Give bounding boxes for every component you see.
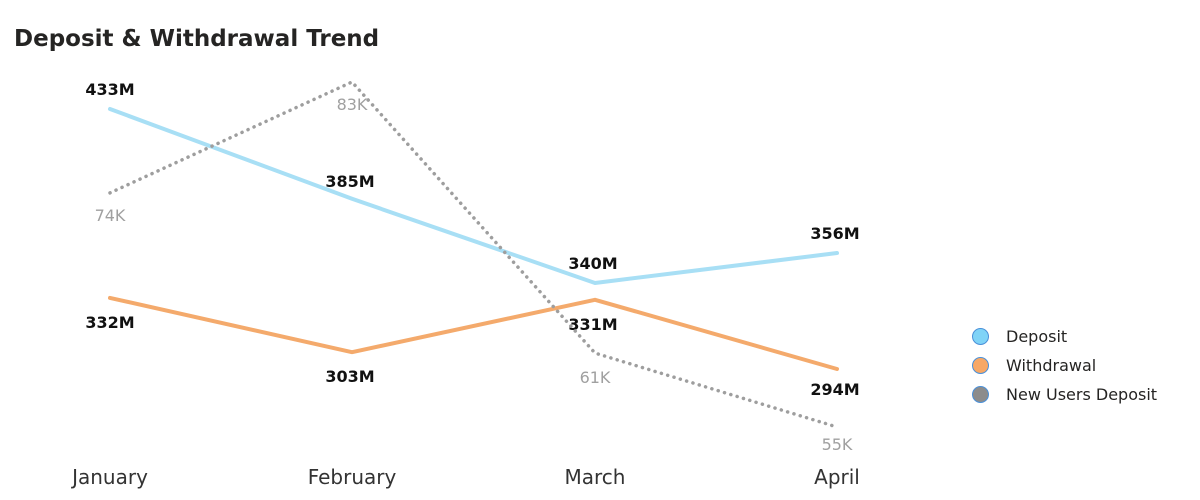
data-label-withdrawal-january: 332M — [85, 313, 134, 332]
data-label-deposit-march: 340M — [568, 254, 617, 273]
data-label-withdrawal-march: 331M — [568, 315, 617, 334]
legend-item-deposit[interactable]: Deposit — [972, 322, 1157, 351]
chart-legend: Deposit Withdrawal New Users Deposit — [972, 322, 1157, 409]
legend-swatch-deposit — [972, 328, 989, 345]
legend-item-new-users-deposit[interactable]: New Users Deposit — [972, 380, 1157, 409]
chart-title: Deposit & Withdrawal Trend — [14, 26, 380, 52]
data-label-new-users-deposit-february: 83K — [337, 95, 368, 114]
data-label-deposit-january: 433M — [85, 80, 134, 99]
data-label-withdrawal-february: 303M — [325, 367, 374, 386]
legend-label-withdrawal: Withdrawal — [1006, 356, 1097, 375]
legend-label-deposit: Deposit — [1006, 327, 1068, 346]
x-tick-label-february: February — [308, 465, 397, 489]
legend-swatch-withdrawal — [972, 357, 989, 374]
x-tick-label-january: January — [70, 465, 148, 489]
legend-swatch-new-users-deposit — [972, 386, 989, 403]
series-line-deposit — [108, 107, 839, 285]
legend-item-withdrawal[interactable]: Withdrawal — [972, 351, 1157, 380]
data-label-deposit-april: 356M — [810, 224, 859, 243]
data-label-new-users-deposit-march: 61K — [580, 368, 611, 387]
data-label-new-users-deposit-january: 74K — [95, 206, 126, 225]
x-tick-label-march: March — [565, 465, 626, 489]
series-line-new-users-deposit — [108, 80, 839, 429]
x-tick-label-april: April — [814, 465, 860, 489]
legend-label-new-users-deposit: New Users Deposit — [1006, 385, 1158, 404]
series-line-withdrawal — [108, 295, 839, 371]
data-label-new-users-deposit-april: 55K — [822, 435, 853, 454]
data-label-withdrawal-april: 294M — [810, 380, 859, 399]
data-label-deposit-february: 385M — [325, 172, 374, 191]
